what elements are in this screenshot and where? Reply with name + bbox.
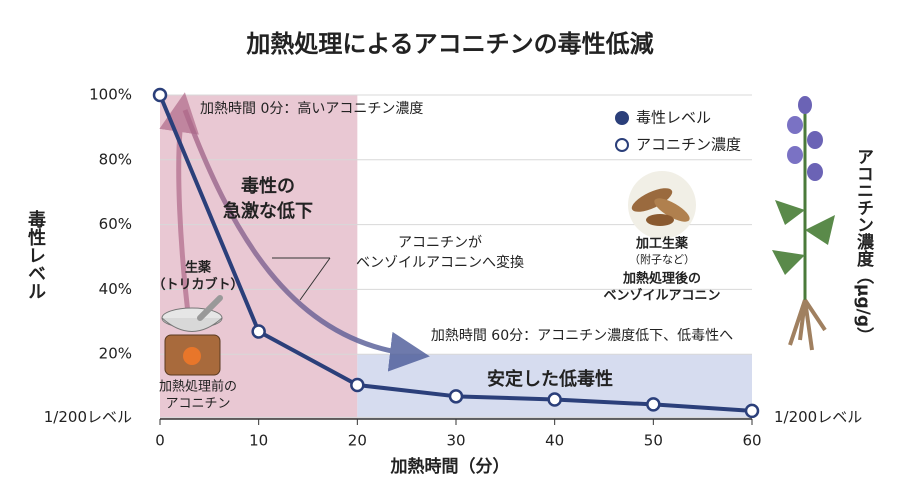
point-marker xyxy=(152,87,168,103)
annotation: 生薬 xyxy=(185,260,212,276)
y-tick-label: 80% xyxy=(99,150,132,168)
point-marker xyxy=(251,324,266,339)
annotation: 急激な低下 xyxy=(223,200,313,222)
annotation: 毒性の xyxy=(241,175,295,197)
y-axis-title: 毒性レベル xyxy=(25,209,46,300)
point-marker xyxy=(547,392,562,407)
annotation: 加熱時間 0分：高いアコニチン濃度 xyxy=(200,100,423,117)
annotation: 加熱処理後の xyxy=(622,271,701,287)
chart-title: 加熱処理によるアコニチンの毒性低減 xyxy=(246,30,653,58)
x-axis-title: 加熱時間（分） xyxy=(390,456,510,477)
point-marker xyxy=(350,377,365,393)
x-tick-label: 10 xyxy=(249,432,268,450)
decor-arrow xyxy=(159,92,199,331)
mortar-illustration xyxy=(161,295,223,376)
plant-illustration xyxy=(772,96,835,351)
legend-label: アコニチン濃度 xyxy=(636,136,741,154)
y-tick-label: 1/200レベル xyxy=(44,408,132,426)
decor-arrow xyxy=(182,109,430,372)
annotation: 加工生薬 xyxy=(635,236,689,252)
annotation: ベンゾイルアコニンへ変換 xyxy=(356,254,524,271)
point-marker xyxy=(744,403,760,419)
callout-line xyxy=(299,257,331,301)
x-tick-label: 30 xyxy=(446,432,465,450)
legend-marker xyxy=(615,111,629,125)
plot xyxy=(152,87,760,419)
y-tick-label: 60% xyxy=(99,215,132,233)
legend-marker xyxy=(615,138,629,152)
point-marker xyxy=(448,389,464,404)
x-tick-label: 40 xyxy=(545,432,564,450)
annotation: 加熱時間 60分：アコニチン濃度低下、低毒性へ xyxy=(431,328,733,344)
x-tick-label: 20 xyxy=(348,432,367,450)
annotation: （附子など） xyxy=(629,252,695,266)
legend-label: 毒性レベル xyxy=(636,109,711,127)
y-tick-label: 100% xyxy=(89,86,132,104)
x-tick-label: 0 xyxy=(155,432,165,450)
x-tick-label: 50 xyxy=(644,432,663,450)
y-tick-label: 40% xyxy=(99,280,132,298)
y2-axis-title: アコニチン濃度（μg/g） xyxy=(853,148,874,344)
annotation: ベンゾイルアコニン xyxy=(603,288,720,304)
annotation: アコニチンが xyxy=(398,235,482,251)
annotation: （トリカブト） xyxy=(152,277,243,293)
x-tick-label: 60 xyxy=(742,432,761,450)
annotation: アコニチン xyxy=(165,397,230,412)
point-marker xyxy=(646,397,661,412)
root-illustration xyxy=(628,171,696,239)
annotation: 加熱処理前の xyxy=(159,379,237,395)
y2-tick-label: 1/200レベル xyxy=(774,408,862,426)
annotation: 安定した低毒性 xyxy=(487,368,613,390)
y-tick-label: 20% xyxy=(99,345,132,363)
